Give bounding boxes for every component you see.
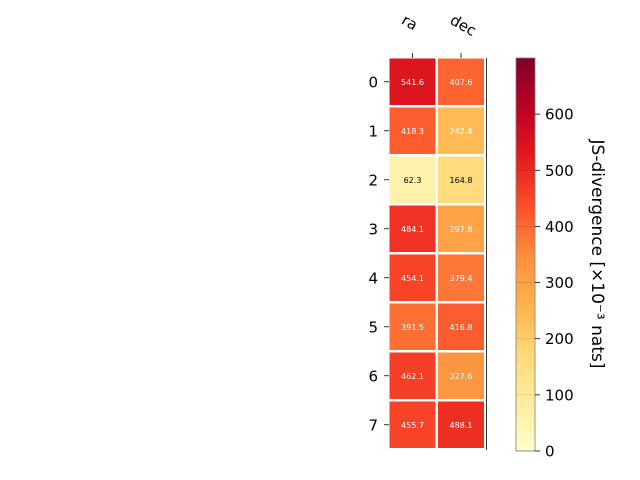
heatmap-cell (438, 352, 484, 399)
cell-value-label: 488.1 (450, 421, 473, 430)
colorbar-tick-label: 100 (545, 386, 574, 404)
cell-value-label: 379.4 (450, 274, 473, 283)
cell-value-label: 418.3 (401, 127, 424, 136)
cell-value-label: 455.7 (401, 421, 424, 430)
heatmap-cell (438, 205, 484, 252)
row-tick-label: 6 (368, 367, 378, 385)
colorbar-ticks: 0 100 200 300 400 500 600 (516, 106, 574, 461)
cell-value-label: 164.8 (450, 176, 473, 185)
cell-value-label: 242.4 (450, 127, 473, 136)
cell-value-label: 541.6 (401, 78, 424, 87)
cell-value-label: 462.1 (401, 372, 424, 381)
heatmap-cell (438, 107, 484, 154)
heatmap-cell (389, 58, 436, 105)
heatmap-cell (438, 156, 484, 203)
cell-value-label: 407.6 (450, 78, 473, 87)
cell-value-label: 327.6 (450, 372, 473, 381)
colorbar-tick-label: 200 (545, 330, 574, 348)
column-tick-label: dec (447, 11, 479, 40)
heatmap-cell (389, 205, 436, 252)
heatmap-cell (389, 401, 436, 448)
colorbar-tick-label: 500 (545, 162, 574, 180)
row-tick-label: 2 (368, 171, 378, 189)
row-tick-labels: 0 1 2 3 4 5 6 7 (368, 73, 389, 434)
cell-value-label: 391.5 (401, 323, 424, 332)
row-tick-label: 7 (368, 416, 378, 434)
heatmap-cell (438, 58, 484, 105)
column-tick-labels: ra dec (399, 11, 479, 58)
heatmap-cell (438, 401, 484, 448)
colorbar-label: JS-divergence [×10⁻³ nats] (587, 139, 607, 369)
row-tick-label: 1 (368, 122, 378, 140)
heatmap-cell (389, 107, 436, 154)
heatmap-cell (389, 254, 436, 301)
colorbar-tick-label: 0 (545, 443, 555, 461)
colorbar-tick-label: 300 (545, 274, 574, 292)
colorbar-tick-label: 400 (545, 218, 574, 236)
cell-value-label: 62.3 (404, 176, 422, 185)
heatmap-cell (438, 303, 484, 350)
cell-value-label: 484.1 (401, 225, 424, 234)
heatmap-cell (389, 303, 436, 350)
row-tick-label: 3 (368, 220, 378, 238)
row-tick-label: 4 (368, 269, 378, 287)
heatmap-cell (438, 254, 484, 301)
colorbar: 0 100 200 300 400 500 600 JS-divergence [×10⁻³… (515, 57, 607, 461)
colorbar-tick-label: 600 (545, 106, 574, 124)
cell-value-label: 454.1 (401, 274, 424, 283)
column-tick-label: ra (399, 11, 421, 34)
row-tick-label: 5 (368, 318, 378, 336)
heatmap-cell (389, 156, 436, 203)
row-tick-label: 0 (368, 73, 378, 91)
heatmap-cell (389, 352, 436, 399)
cell-value-label: 297.8 (450, 225, 473, 234)
cell-value-label: 416.8 (450, 323, 473, 332)
colorbar-gradient (515, 57, 536, 452)
heatmap-cells: 541.6 407.6 418.3 242.4 62.3 164.8 484.1 297.8 4… (389, 58, 484, 448)
